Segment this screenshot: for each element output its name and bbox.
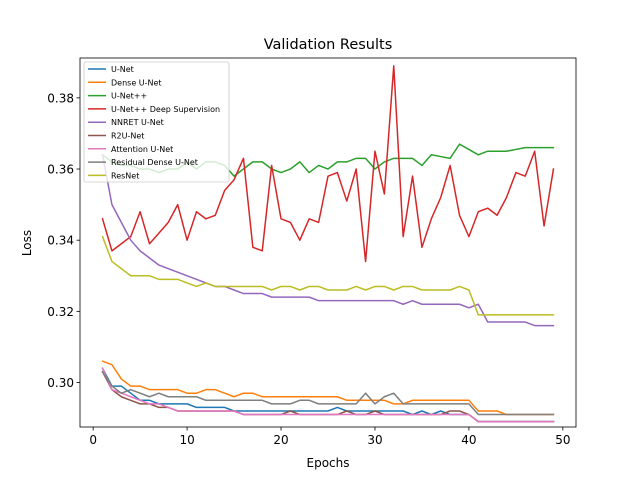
legend-label-1: Dense U-Net [111,78,162,87]
y-tick-label-0: 0.30 [47,376,74,390]
y-tick-label-4: 0.38 [47,91,74,105]
legend-box [83,61,230,183]
legend-items: U-Net Dense U-Net U-Net++ U-Net++ Deep Supe… [88,65,220,180]
series-line-6 [101,367,555,423]
x-tick-label-5: 50 [555,433,570,447]
legend-label-7: Residual Dense U-Net [111,158,198,167]
y-axis-ticks: 0.30 0.32 0.34 0.36 0.38 [47,91,80,390]
y-tick-label-2: 0.34 [47,234,74,248]
legend-label-8: ResNet [111,171,139,180]
y-axis-label: Loss [20,230,34,256]
legend-label-0: U-Net [111,65,134,74]
series-line-1 [101,360,555,416]
series-line-3 [101,65,555,263]
chart-title: Validation Results [264,37,393,53]
series-line-7 [101,370,555,416]
legend: U-Net Dense U-Net U-Net++ U-Net++ Deep Supe… [83,61,230,183]
legend-label-5: R2U-Net [111,132,144,141]
y-tick-label-1: 0.32 [47,305,74,319]
legend-label-2: U-Net++ [111,92,147,101]
x-tick-label-1: 10 [179,433,194,447]
axes-frame [79,57,577,428]
series-line-8 [101,235,555,316]
x-tick-label-0: 0 [89,433,97,447]
legend-label-4: NNRET U-Net [111,118,164,127]
legend-label-6: Attention U-Net [111,145,173,154]
legend-label-3: U-Net++ Deep Supervision [111,105,220,114]
x-tick-label-3: 30 [367,433,382,447]
x-tick-label-2: 20 [273,433,288,447]
x-axis-ticks: 0 10 20 30 40 50 [89,427,570,447]
y-tick-label-3: 0.36 [47,163,74,177]
x-tick-label-4: 40 [461,433,476,447]
series-line-4 [101,153,555,327]
series-layer [101,65,555,423]
x-axis-label: Epochs [307,456,350,470]
